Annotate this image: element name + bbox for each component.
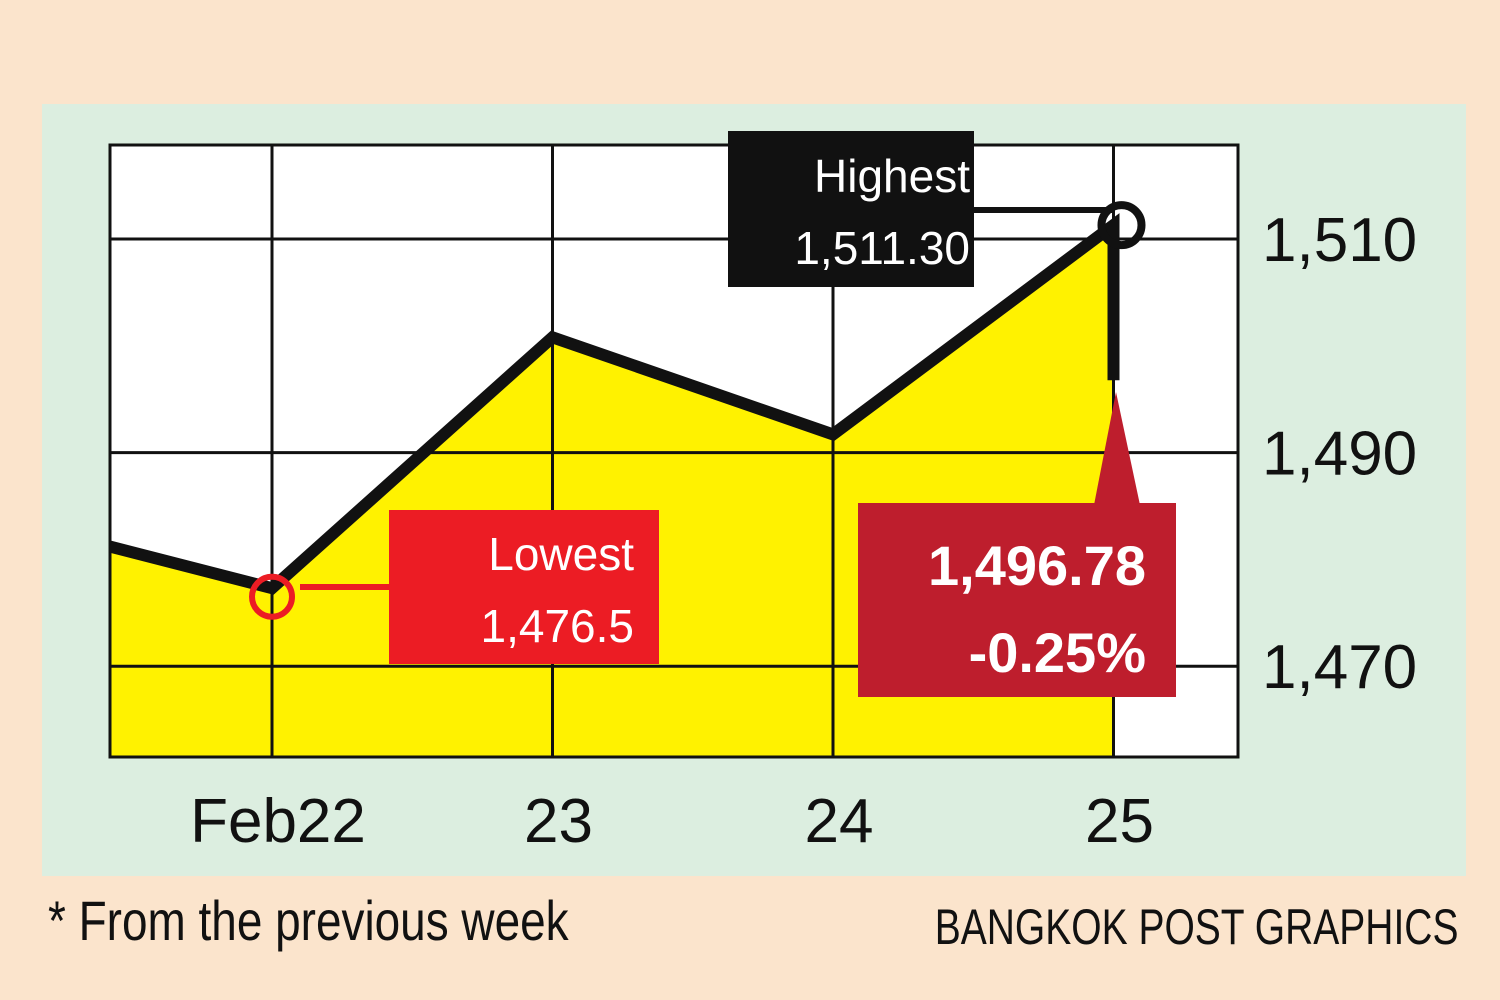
- x-tick-label: 23: [524, 787, 593, 856]
- lowest-callout: Lowest 1,476.5: [300, 510, 659, 664]
- line-layer: [108, 213, 1120, 595]
- highest-marker: [1097, 201, 1146, 250]
- y-tick-label: 1,510: [1262, 206, 1417, 275]
- close-pointer: [1094, 392, 1140, 505]
- marker-layer: [249, 201, 1146, 620]
- close-callout: 1,496.78 -0.25%: [858, 392, 1176, 697]
- x-tick-label: 25: [1085, 787, 1154, 856]
- price-line: [108, 213, 1120, 595]
- lowest-title: Lowest: [488, 528, 634, 580]
- footnote: * From the previous week: [48, 889, 569, 952]
- x-tick-label: Feb22: [190, 787, 366, 856]
- highest-title: Highest: [814, 150, 970, 202]
- plot-frame: [108, 143, 1240, 759]
- highest-value: 1,511.30: [794, 222, 970, 274]
- y-tick-labels: 1,470 1,490 1,510: [1262, 206, 1417, 702]
- lowest-box: [389, 510, 659, 664]
- highest-box: [728, 131, 974, 287]
- x-tick-labels: Feb22 23 24 25: [190, 787, 1154, 856]
- lowest-marker: [249, 573, 295, 620]
- close-value: 1,496.78: [928, 534, 1146, 597]
- lowest-value: 1,476.5: [481, 600, 634, 652]
- highest-callout: Highest 1,511.30: [728, 131, 1112, 287]
- credit-line: BANGKOK POST GRAPHICS: [934, 899, 1458, 955]
- close-box: [858, 503, 1176, 697]
- y-tick-label: 1,490: [1262, 420, 1417, 489]
- y-tick-label: 1,470: [1262, 633, 1417, 702]
- close-change: -0.25%: [969, 621, 1146, 684]
- x-tick-label: 24: [805, 787, 874, 856]
